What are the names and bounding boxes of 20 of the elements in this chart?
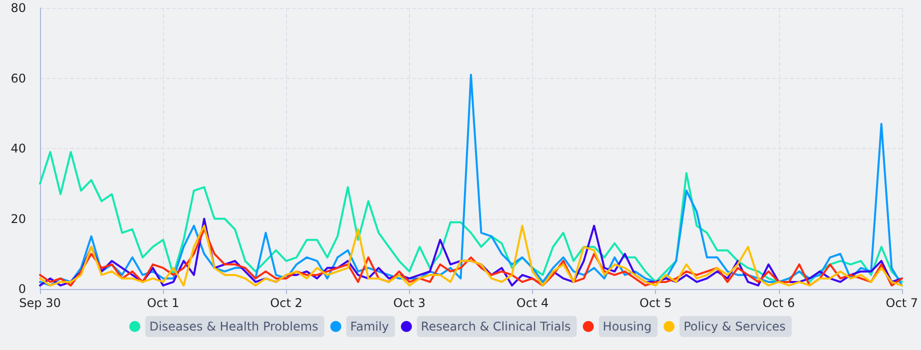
y-tick-label: 80	[10, 1, 26, 15]
x-tick-label: Oct 1	[147, 296, 180, 310]
legend-label: Family	[350, 320, 389, 334]
legend-label: Research & Clinical Trials	[420, 320, 571, 334]
y-tick-label: 40	[10, 142, 26, 156]
legend-label: Diseases & Health Problems	[149, 320, 318, 334]
y-tick-label: 0	[18, 282, 26, 296]
x-tick-label: Sep 30	[19, 296, 61, 310]
x-tick-label: Oct 7	[886, 296, 918, 310]
y-tick-label: 20	[10, 212, 26, 226]
x-tick-label: Oct 4	[516, 296, 549, 310]
line-series	[39, 74, 903, 286]
y-tick-label: 60	[10, 71, 26, 86]
x-tick-label: Oct 2	[270, 296, 302, 310]
line-series	[39, 151, 903, 283]
legend-label: Policy & Services	[684, 320, 786, 334]
x-tick-label: Oct 3	[393, 296, 426, 310]
x-tick-label: Oct 5	[640, 296, 672, 310]
legend-label: Housing	[602, 320, 652, 334]
x-tick-label: Oct 6	[762, 296, 795, 310]
